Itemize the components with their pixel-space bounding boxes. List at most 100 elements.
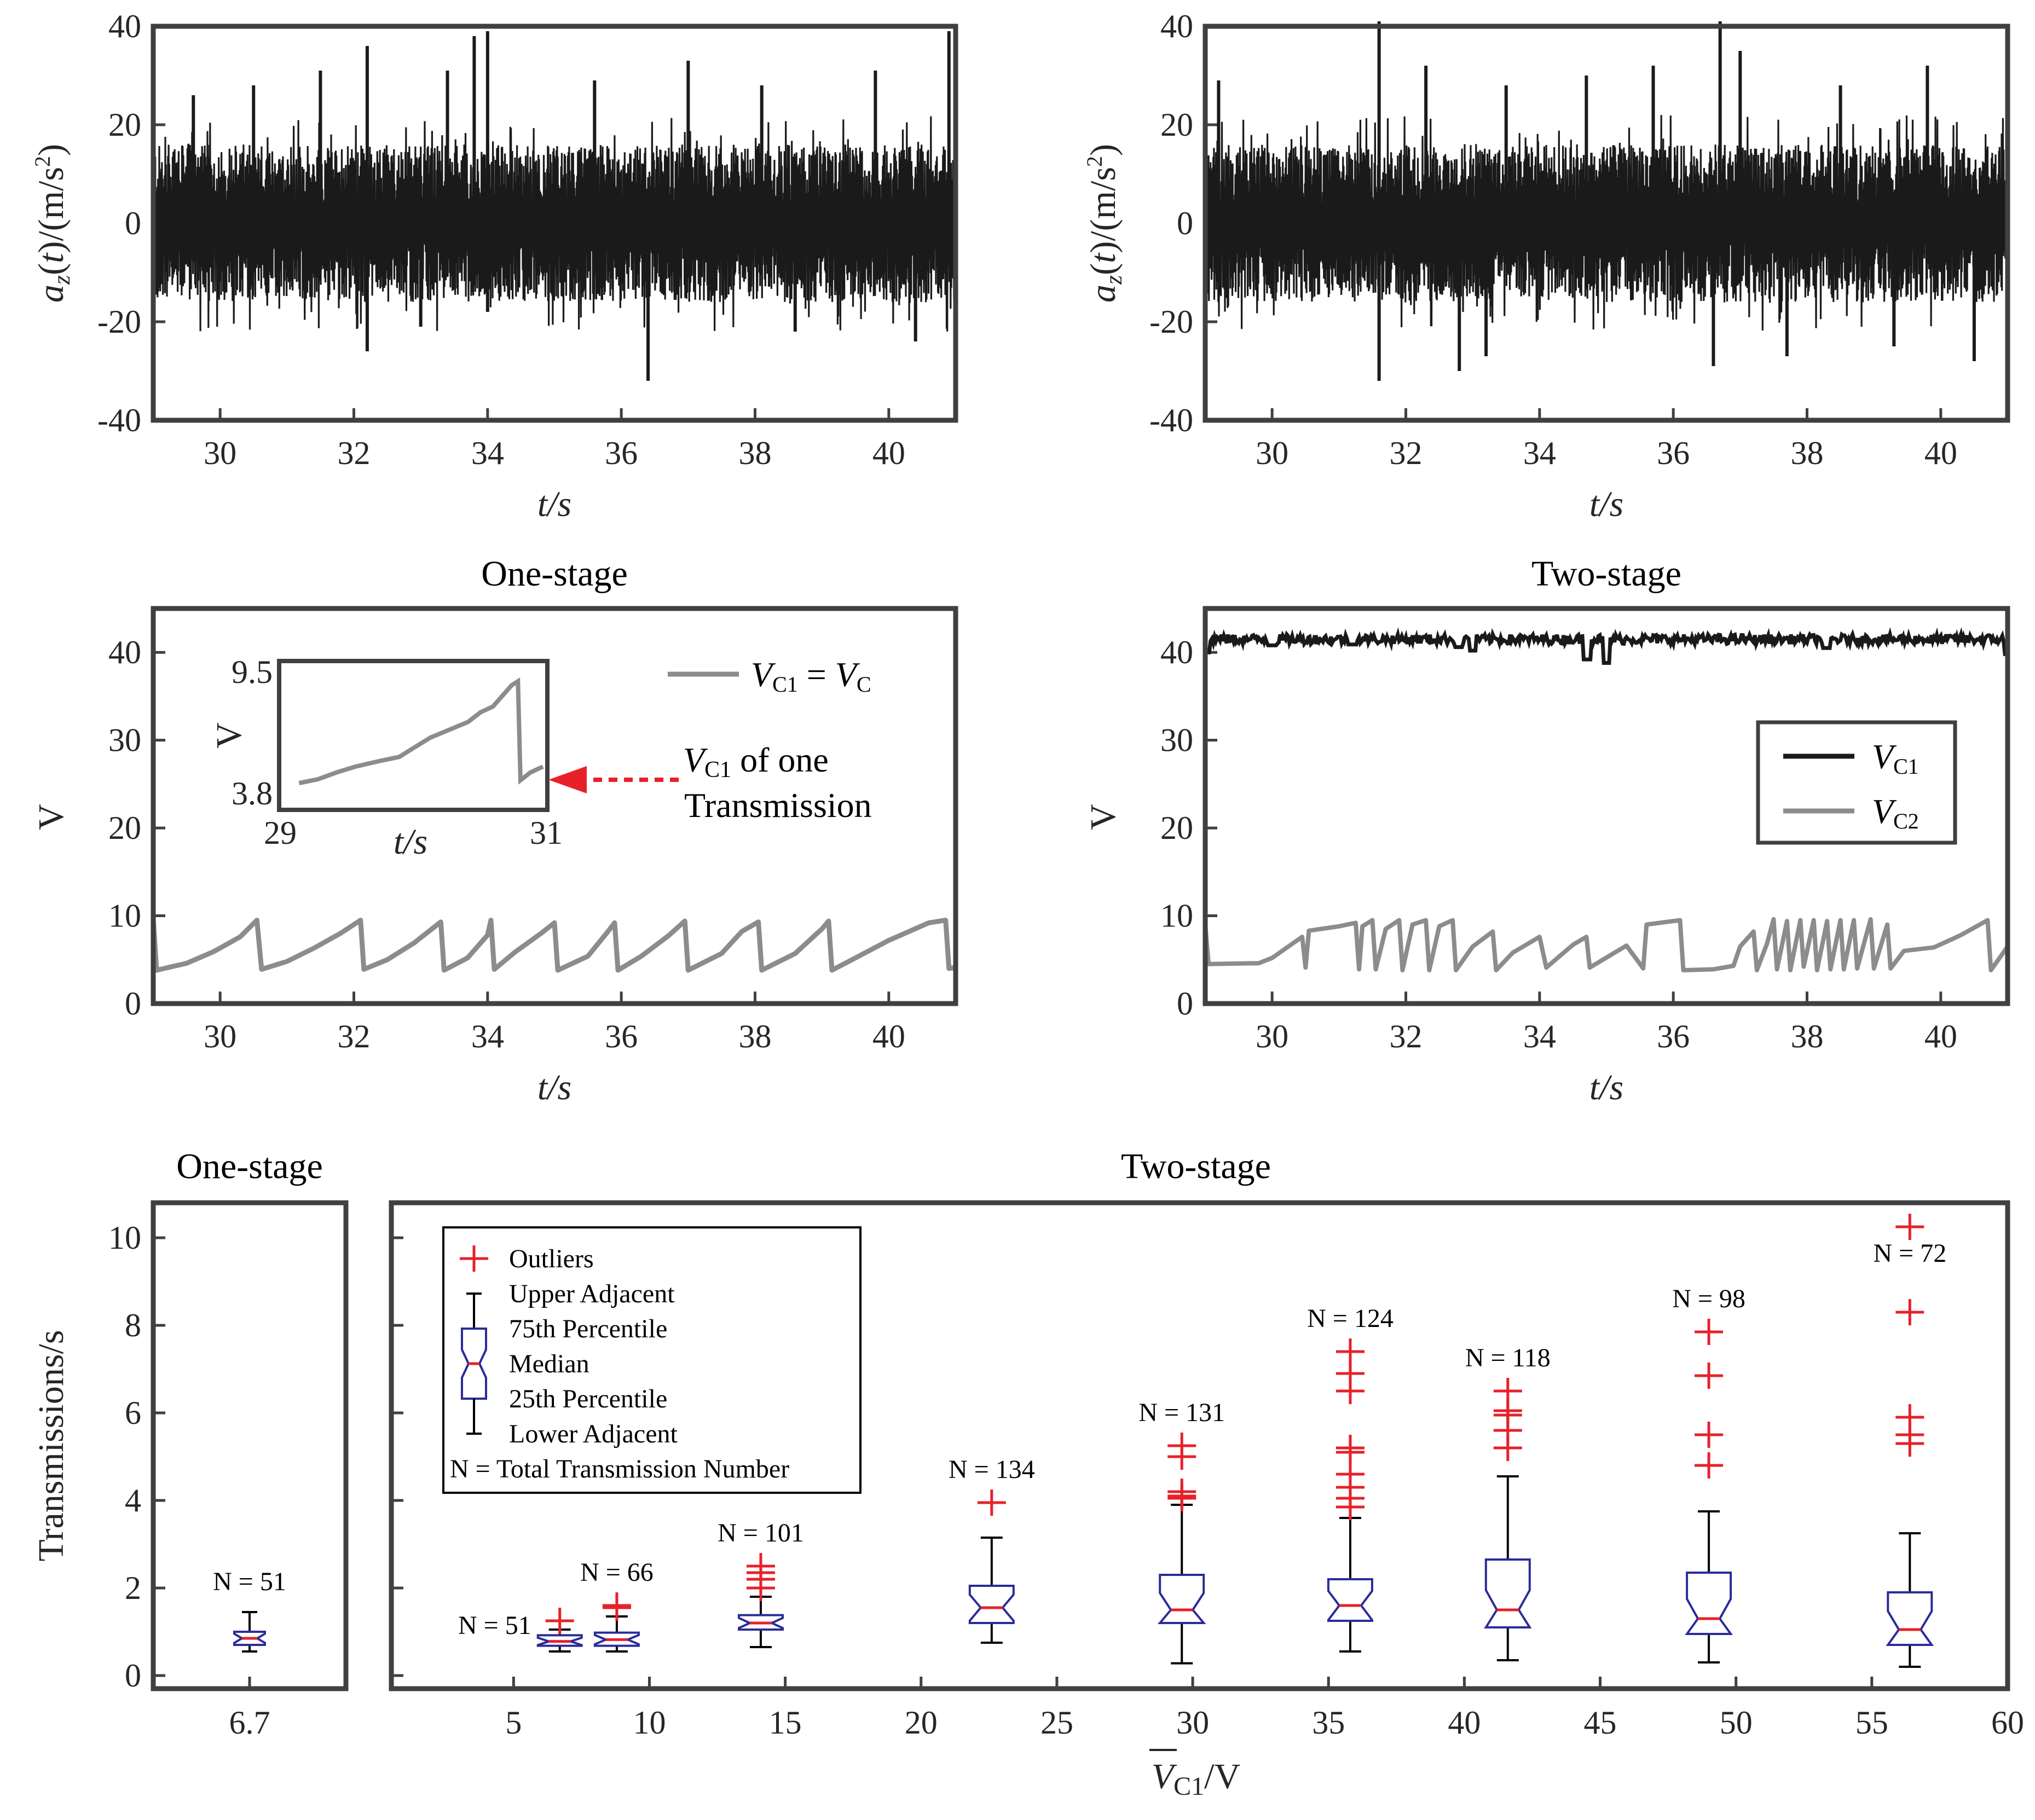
x-tick-label: 34 xyxy=(1523,1018,1556,1054)
legend-box-glyph xyxy=(461,1328,487,1400)
y-tick-label: 4 xyxy=(125,1482,141,1518)
x-tick-label: 34 xyxy=(1523,435,1556,471)
panel-title: One-stage xyxy=(176,1146,323,1186)
n-label: N = 131 xyxy=(1138,1398,1225,1427)
y-tick-label: 2 xyxy=(125,1570,141,1606)
n-label: N = 101 xyxy=(718,1518,804,1547)
x-tick-label: 38 xyxy=(739,435,772,471)
box-iqr xyxy=(536,1634,583,1647)
y-tick-label: 6 xyxy=(125,1395,141,1431)
inset-trace xyxy=(298,677,544,786)
inset-x-axis-label: t/s xyxy=(394,822,427,862)
x-tick-label: 10 xyxy=(633,1705,666,1741)
x-tick-label: 55 xyxy=(1855,1705,1888,1741)
x-tick-label: 32 xyxy=(338,435,371,471)
y-tick-label: 0 xyxy=(1177,986,1193,1022)
x-tick-label: 45 xyxy=(1584,1705,1617,1741)
y-axis-label: az(t)/(m/s2) xyxy=(1082,144,1127,303)
box-iqr xyxy=(1327,1578,1373,1622)
y-tick-label: -20 xyxy=(97,304,141,340)
legend-label: VC2 xyxy=(1872,792,1919,833)
x-tick-label: 40 xyxy=(1924,1018,1957,1054)
box-iqr xyxy=(1886,1591,1934,1646)
x-tick-label: 50 xyxy=(1720,1705,1753,1741)
n-label: N = 134 xyxy=(949,1455,1035,1484)
two-stage-boxplot-panel: Two-stage 5 10 15 20 25 30 35 40 45 50 55 60 N = 51 N … xyxy=(389,1146,2024,1801)
box-iqr xyxy=(233,1631,266,1646)
vc1-trace xyxy=(151,918,956,973)
box-iqr xyxy=(968,1585,1015,1624)
annotation-arrow-head xyxy=(548,766,587,793)
inset-x-tick-label: 31 xyxy=(530,815,563,851)
x-tick-label: 40 xyxy=(1924,435,1957,471)
plot-frame xyxy=(151,24,958,423)
y-axis-label: az(t)/(m/s2) xyxy=(30,144,75,303)
y-tick-label: -20 xyxy=(1149,304,1193,340)
y-tick-label: 20 xyxy=(108,810,141,846)
annotation-line-1: VC1 of one xyxy=(683,740,829,783)
panel-title: One-stage xyxy=(481,554,628,594)
y-tick-label: 0 xyxy=(1177,205,1193,241)
box-iqr xyxy=(593,1631,640,1647)
inset-y-tick-label: 9.5 xyxy=(232,654,273,690)
x-tick-label: 38 xyxy=(1791,435,1824,471)
x-axis-label: VC1/V xyxy=(1152,1757,1240,1801)
y-axis-label: V xyxy=(1083,804,1123,830)
x-tick-label: 32 xyxy=(1390,1018,1423,1054)
x-tick-label: 30 xyxy=(1256,435,1288,471)
two-stage-acceleration-panel: 30 32 34 36 38 40 -40 -20 0 20 40 t/s az(t)/(m/s2) xyxy=(1082,8,2010,524)
plot-frame xyxy=(151,1200,349,1691)
one-stage-boxplot-panel: One-stage 0 2 4 6 8 10 6.7 N = 51 Transmissions/s xyxy=(31,1146,349,1741)
legend-label: 75th Percentile xyxy=(509,1314,667,1343)
x-tick-label: 15 xyxy=(769,1705,802,1741)
acceleration-trace xyxy=(1204,115,2009,331)
inset-y-tick-label: 3.8 xyxy=(232,775,273,812)
legend-label: VC1 = VC xyxy=(751,655,871,697)
y-tick-label: 10 xyxy=(108,898,141,934)
n-label: N = 98 xyxy=(1672,1284,1745,1313)
y-tick-label: 0 xyxy=(125,986,141,1022)
x-tick-label: 36 xyxy=(605,435,638,471)
legend-label: Outliers xyxy=(509,1244,594,1273)
y-tick-label: 20 xyxy=(108,107,141,143)
x-tick-label: 38 xyxy=(1791,1018,1824,1054)
legend-label: 25th Percentile xyxy=(509,1384,667,1413)
x-tick-label: 25 xyxy=(1040,1705,1073,1741)
annotation-line-2: Transmission xyxy=(684,786,872,825)
vc2-trace xyxy=(1203,917,2010,972)
x-tick-label: 36 xyxy=(605,1018,638,1054)
y-tick-label: 0 xyxy=(125,205,141,241)
legend-label: Median xyxy=(509,1349,589,1378)
x-tick-label: 38 xyxy=(739,1018,772,1054)
x-tick-label: 40 xyxy=(872,435,905,471)
plot-frame xyxy=(389,1200,2010,1691)
x-tick-label: 6.7 xyxy=(229,1705,270,1741)
x-tick-label: 30 xyxy=(1176,1705,1209,1741)
y-tick-label: 40 xyxy=(1160,634,1193,670)
legend-label: Upper Adjacent xyxy=(509,1279,675,1308)
y-tick-label: 20 xyxy=(1160,107,1193,143)
x-tick-label: 20 xyxy=(905,1705,938,1741)
x-axis-label: t/s xyxy=(537,1068,571,1108)
y-tick-label: 40 xyxy=(108,634,141,670)
inset-frame xyxy=(277,659,550,812)
y-tick-label: -40 xyxy=(1149,402,1193,438)
plot-frame xyxy=(151,606,958,1006)
box-iqr xyxy=(1157,1574,1206,1624)
x-axis-label: t/s xyxy=(1589,1068,1623,1108)
x-tick-label: 34 xyxy=(471,435,504,471)
inset-x-tick-label: 29 xyxy=(264,815,297,851)
vc1-trace xyxy=(1205,627,2008,665)
y-tick-label: 40 xyxy=(108,8,141,44)
box-iqr xyxy=(1685,1572,1733,1635)
x-tick-label: 40 xyxy=(872,1018,905,1054)
x-tick-label: 36 xyxy=(1657,1018,1690,1054)
y-tick-label: 10 xyxy=(1160,898,1193,934)
y-tick-label: 10 xyxy=(108,1220,141,1256)
n-label: N = 124 xyxy=(1307,1304,1394,1333)
x-tick-label: 40 xyxy=(1448,1705,1481,1741)
x-tick-label: 36 xyxy=(1657,435,1690,471)
panel-title: Two-stage xyxy=(1531,554,1681,594)
x-tick-label: 60 xyxy=(1991,1705,2024,1741)
